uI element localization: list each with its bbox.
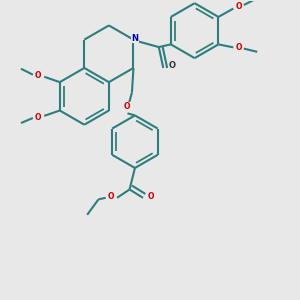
Text: O: O	[124, 102, 130, 111]
Text: O: O	[107, 191, 114, 200]
Text: O: O	[236, 44, 242, 52]
Text: N: N	[131, 34, 138, 43]
Text: O: O	[148, 192, 154, 201]
Text: O: O	[168, 61, 175, 70]
Text: O: O	[35, 71, 41, 80]
Text: O: O	[236, 2, 242, 11]
Text: O: O	[35, 112, 41, 122]
